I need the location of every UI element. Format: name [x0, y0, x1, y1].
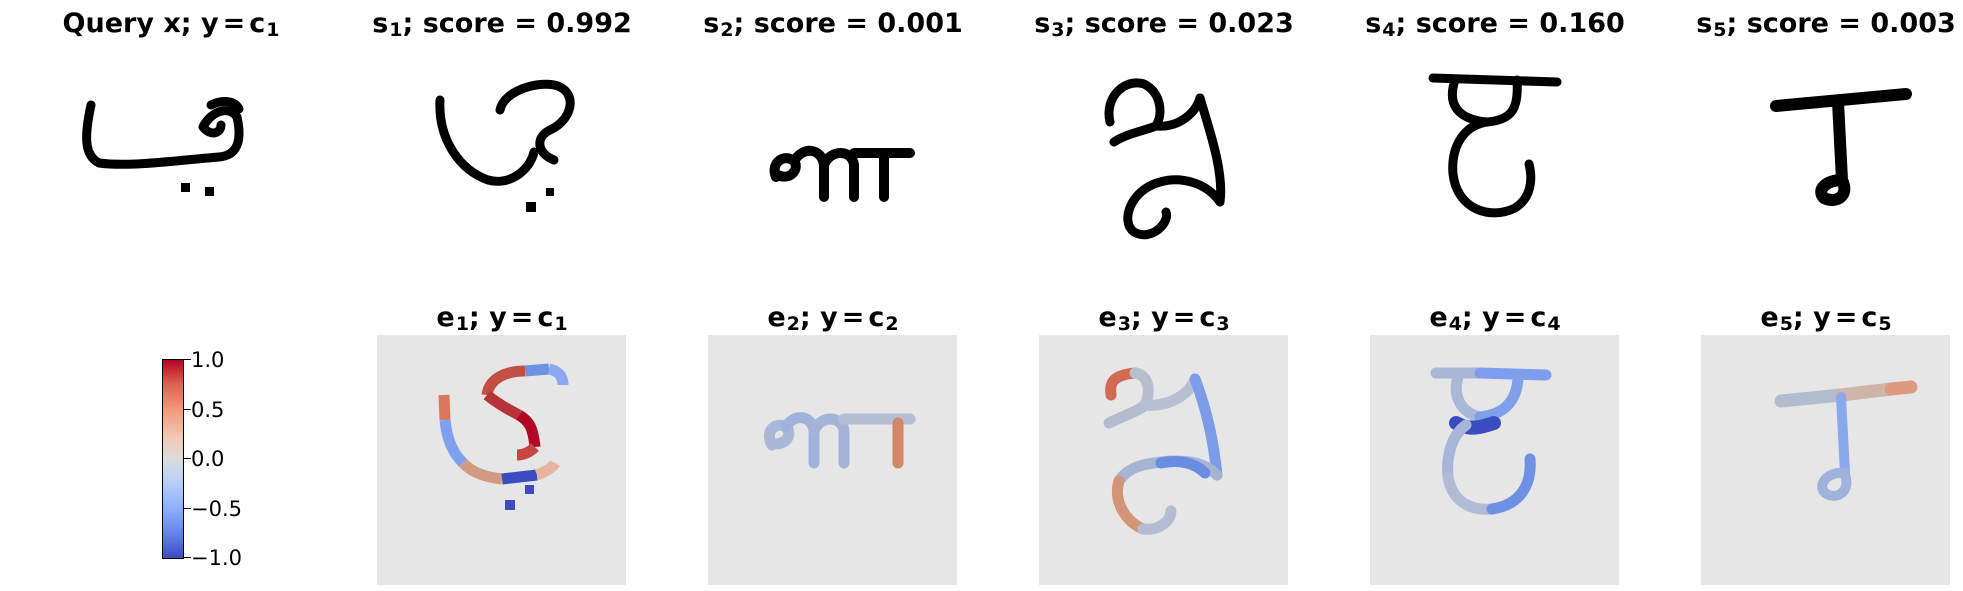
explanation-var: y: [1151, 302, 1169, 333]
explanation-panel-3: [1039, 335, 1288, 585]
explanation-title-3: e3; y = c3: [1098, 304, 1229, 334]
explanation-sub: 1: [455, 313, 469, 335]
explanation-var: y: [489, 302, 507, 333]
query-eq: =: [222, 8, 246, 39]
support-sub: 1: [389, 19, 403, 41]
explanation-var: y: [1813, 302, 1831, 333]
explanation-var: y: [820, 302, 838, 333]
colorbar-tick: [183, 359, 191, 360]
support-sub: 3: [1051, 19, 1065, 41]
support-score: ; score = 0.001: [733, 8, 963, 39]
explanation-heatmap-3: [1103, 367, 1223, 535]
support-sub: 5: [1713, 19, 1727, 41]
colorbar: [162, 359, 184, 559]
explanation-class-sub: 5: [1878, 313, 1892, 335]
query-var: y: [200, 8, 219, 39]
explanation-eq: =: [510, 302, 534, 333]
explanation-sub: 2: [786, 313, 800, 335]
explanation-panel-5: [1701, 335, 1950, 585]
query-title: Query x; y = c1: [63, 10, 280, 40]
explanation-panel-2: [708, 335, 957, 585]
explanation-sep: ;: [1130, 302, 1142, 333]
explanation-heatmap-5: [1774, 380, 1918, 501]
colorbar-tick: [183, 409, 191, 410]
colorbar-tick-label-min: −1.0: [191, 546, 242, 570]
explanation-sub: 3: [1117, 313, 1131, 335]
explanation-title-4: e4; y = c4: [1429, 304, 1560, 334]
support-glyph-1: [435, 79, 575, 212]
explanation-label: e: [1098, 302, 1117, 333]
explanation-class-sub: 1: [554, 313, 568, 335]
explanation-class-sub: 2: [885, 313, 899, 335]
colorbar-tick-label-half: 0.5: [191, 398, 225, 422]
query-label: Query x: [62, 8, 181, 39]
support-label: s: [703, 8, 720, 39]
explanation-sub: 4: [1448, 313, 1462, 335]
colorbar-tick-label-max: 1.0: [191, 348, 225, 372]
explanation-title-1: e1; y = c1: [436, 304, 567, 334]
support-sub: 2: [720, 19, 734, 41]
support-score: ; score = 0.023: [1064, 8, 1294, 39]
explanation-label: e: [1760, 302, 1779, 333]
support-title-4: s4; score = 0.160: [1365, 10, 1625, 40]
support-label: s: [372, 8, 389, 39]
support-title-1: s1; score = 0.992: [372, 10, 632, 40]
explanation-sub: 5: [1779, 313, 1793, 335]
query-class: c: [249, 8, 266, 39]
explanation-panel-4: [1370, 335, 1619, 585]
explanation-sep: ;: [468, 302, 480, 333]
explanation-class: c: [1861, 302, 1878, 333]
explanation-label: e: [1429, 302, 1448, 333]
colorbar-tick-label-neg-half: −0.5: [191, 497, 242, 521]
explanation-heatmap-2: [763, 412, 916, 469]
explanation-label: e: [436, 302, 455, 333]
query-class-sub: 1: [266, 19, 280, 41]
explanation-class-sub: 3: [1216, 313, 1230, 335]
support-label: s: [1365, 8, 1382, 39]
explanation-title-2: e2; y = c2: [767, 304, 898, 334]
explanation-class-sub: 4: [1547, 313, 1561, 335]
support-label: s: [1696, 8, 1713, 39]
colorbar-tick: [183, 508, 191, 509]
support-title-2: s2; score = 0.001: [703, 10, 963, 40]
query-glyph: [82, 97, 244, 196]
support-title-3: s3; score = 0.023: [1034, 10, 1294, 40]
support-glyph-2: [769, 146, 915, 202]
explanation-class: c: [868, 302, 885, 333]
colorbar-tick-label-zero: 0.0: [191, 447, 225, 471]
explanation-heatmap-4: [1430, 367, 1552, 515]
explanation-eq: =: [1503, 302, 1527, 333]
support-glyph-3: [1104, 78, 1226, 239]
support-label: s: [1034, 8, 1051, 39]
explanation-sep: ;: [799, 302, 811, 333]
colorbar-tick: [183, 557, 191, 558]
support-glyph-5: [1770, 88, 1912, 206]
explanation-class: c: [537, 302, 554, 333]
explanation-eq: =: [1172, 302, 1196, 333]
support-title-5: s5; score = 0.003: [1696, 10, 1956, 40]
explanation-sep: ;: [1792, 302, 1804, 333]
explanation-class: c: [1530, 302, 1547, 333]
explanation-sep: ;: [1461, 302, 1473, 333]
explanation-class: c: [1199, 302, 1216, 333]
explanation-title-5: e5; y = c5: [1760, 304, 1891, 334]
explanation-panel-1: [377, 335, 626, 585]
support-score: ; score = 0.160: [1395, 8, 1625, 39]
support-score: ; score = 0.003: [1726, 8, 1956, 39]
explanation-heatmap-1: [438, 363, 569, 510]
explanation-var: y: [1482, 302, 1500, 333]
query-sep: ;: [180, 8, 192, 39]
explanation-eq: =: [841, 302, 865, 333]
support-glyph-4: [1428, 73, 1562, 218]
explanation-label: e: [767, 302, 786, 333]
support-score: ; score = 0.992: [402, 8, 632, 39]
explanation-eq: =: [1834, 302, 1858, 333]
support-sub: 4: [1382, 19, 1396, 41]
colorbar-tick: [183, 458, 191, 459]
